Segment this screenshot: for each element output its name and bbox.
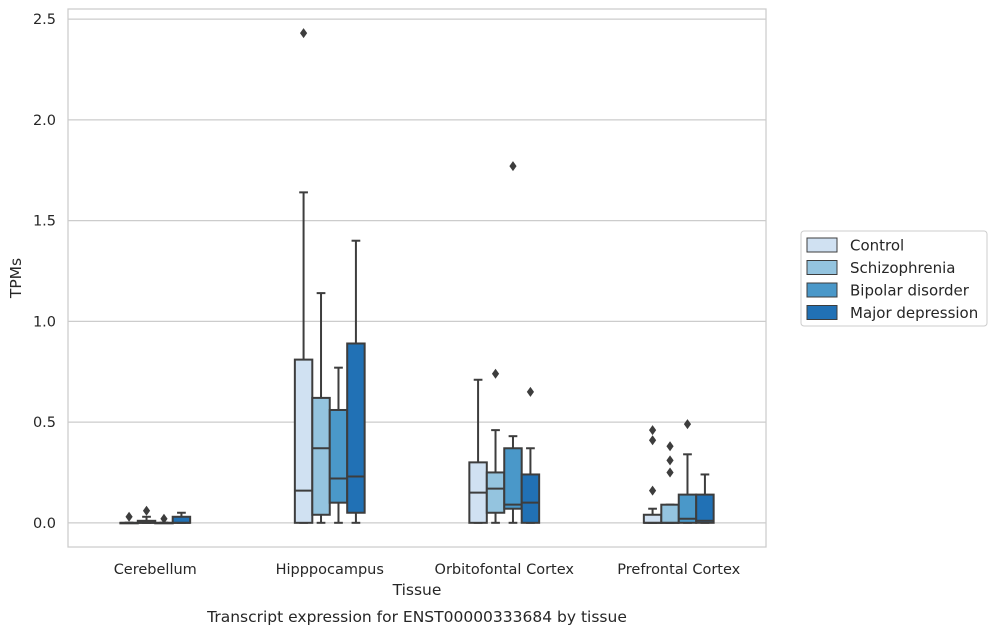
legend-swatch bbox=[806, 305, 838, 320]
outlier-point bbox=[299, 28, 308, 39]
box-body bbox=[311, 396, 331, 516]
outlier-point bbox=[491, 368, 500, 379]
y-axis-label: TPMs bbox=[7, 258, 25, 299]
box-body bbox=[328, 408, 349, 504]
box-body bbox=[293, 358, 314, 524]
y-tick-label: 2.5 bbox=[33, 12, 56, 28]
y-tick-labels: 0.0 0.5 1.0 1.5 2.0 2.5 bbox=[33, 12, 56, 532]
legend-label: Control bbox=[850, 237, 904, 255]
legend-swatch bbox=[806, 282, 838, 298]
box-2-0 bbox=[468, 378, 488, 524]
box-body bbox=[503, 447, 523, 510]
outlier-point bbox=[666, 455, 674, 466]
y-tick-label: 0.5 bbox=[33, 415, 56, 431]
box-0-1 bbox=[136, 505, 157, 524]
box-body bbox=[520, 473, 541, 524]
x-tick-label: Orbitofontal Cortex bbox=[435, 562, 575, 578]
y-tick-label: 1.0 bbox=[33, 314, 56, 330]
legend-swatch bbox=[806, 237, 838, 253]
outlier-point bbox=[666, 467, 674, 478]
outlier-point bbox=[648, 425, 657, 436]
box-0-0 bbox=[119, 511, 139, 525]
outlier-point bbox=[648, 435, 657, 446]
box-0-3 bbox=[171, 511, 192, 524]
outlier-point bbox=[125, 511, 133, 522]
box-3-3 bbox=[695, 473, 715, 524]
box-series bbox=[119, 28, 715, 525]
box-1-1 bbox=[311, 292, 331, 524]
legend: Control Schizophrenia Bipolar disorder Majo… bbox=[800, 230, 988, 327]
legend-swatch bbox=[806, 260, 838, 275]
plot-frame bbox=[67, 8, 767, 548]
outlier-point bbox=[526, 386, 535, 397]
outlier-point bbox=[648, 485, 657, 496]
box-3-1 bbox=[660, 441, 680, 524]
box-2-3 bbox=[520, 386, 541, 524]
y-tick-label: 1.5 bbox=[33, 214, 56, 230]
outlier-point bbox=[142, 505, 151, 516]
outlier-point bbox=[666, 441, 674, 452]
box-2-2 bbox=[503, 161, 523, 524]
box-1-0 bbox=[293, 28, 314, 524]
legend-frame bbox=[800, 230, 988, 327]
box-3-2 bbox=[677, 419, 698, 524]
box-body bbox=[485, 471, 506, 514]
box-3-0 bbox=[642, 425, 663, 524]
box-body bbox=[695, 493, 715, 524]
outlier-point bbox=[160, 513, 168, 524]
legend-label: Major depression bbox=[850, 304, 978, 322]
x-tick-labels: Cerebellum Hipppocampus Orbitofontal Corte… bbox=[114, 562, 741, 578]
x-axis-label: Tissue bbox=[392, 581, 442, 599]
box-1-3 bbox=[346, 239, 366, 524]
box-body bbox=[660, 503, 680, 524]
x-tick-label: Hipppocampus bbox=[276, 562, 384, 578]
x-tick-label: Prefrontal Cortex bbox=[617, 562, 740, 578]
box-0-2 bbox=[154, 513, 174, 525]
outlier-point bbox=[683, 419, 692, 430]
x-tick-label: Cerebellum bbox=[114, 562, 197, 578]
box-1-2 bbox=[328, 366, 349, 524]
box-body bbox=[642, 513, 663, 524]
gridlines bbox=[68, 18, 766, 524]
outlier-point bbox=[509, 161, 517, 172]
legend-label: Schizophrenia bbox=[850, 259, 955, 277]
box-body bbox=[346, 342, 366, 514]
y-tick-label: 0.0 bbox=[33, 516, 56, 532]
box-2-1 bbox=[485, 368, 506, 524]
y-tick-label: 2.0 bbox=[33, 113, 56, 129]
legend-label: Bipolar disorder bbox=[850, 282, 970, 300]
chart-caption: Transcript expression for ENST0000033368… bbox=[206, 608, 627, 626]
